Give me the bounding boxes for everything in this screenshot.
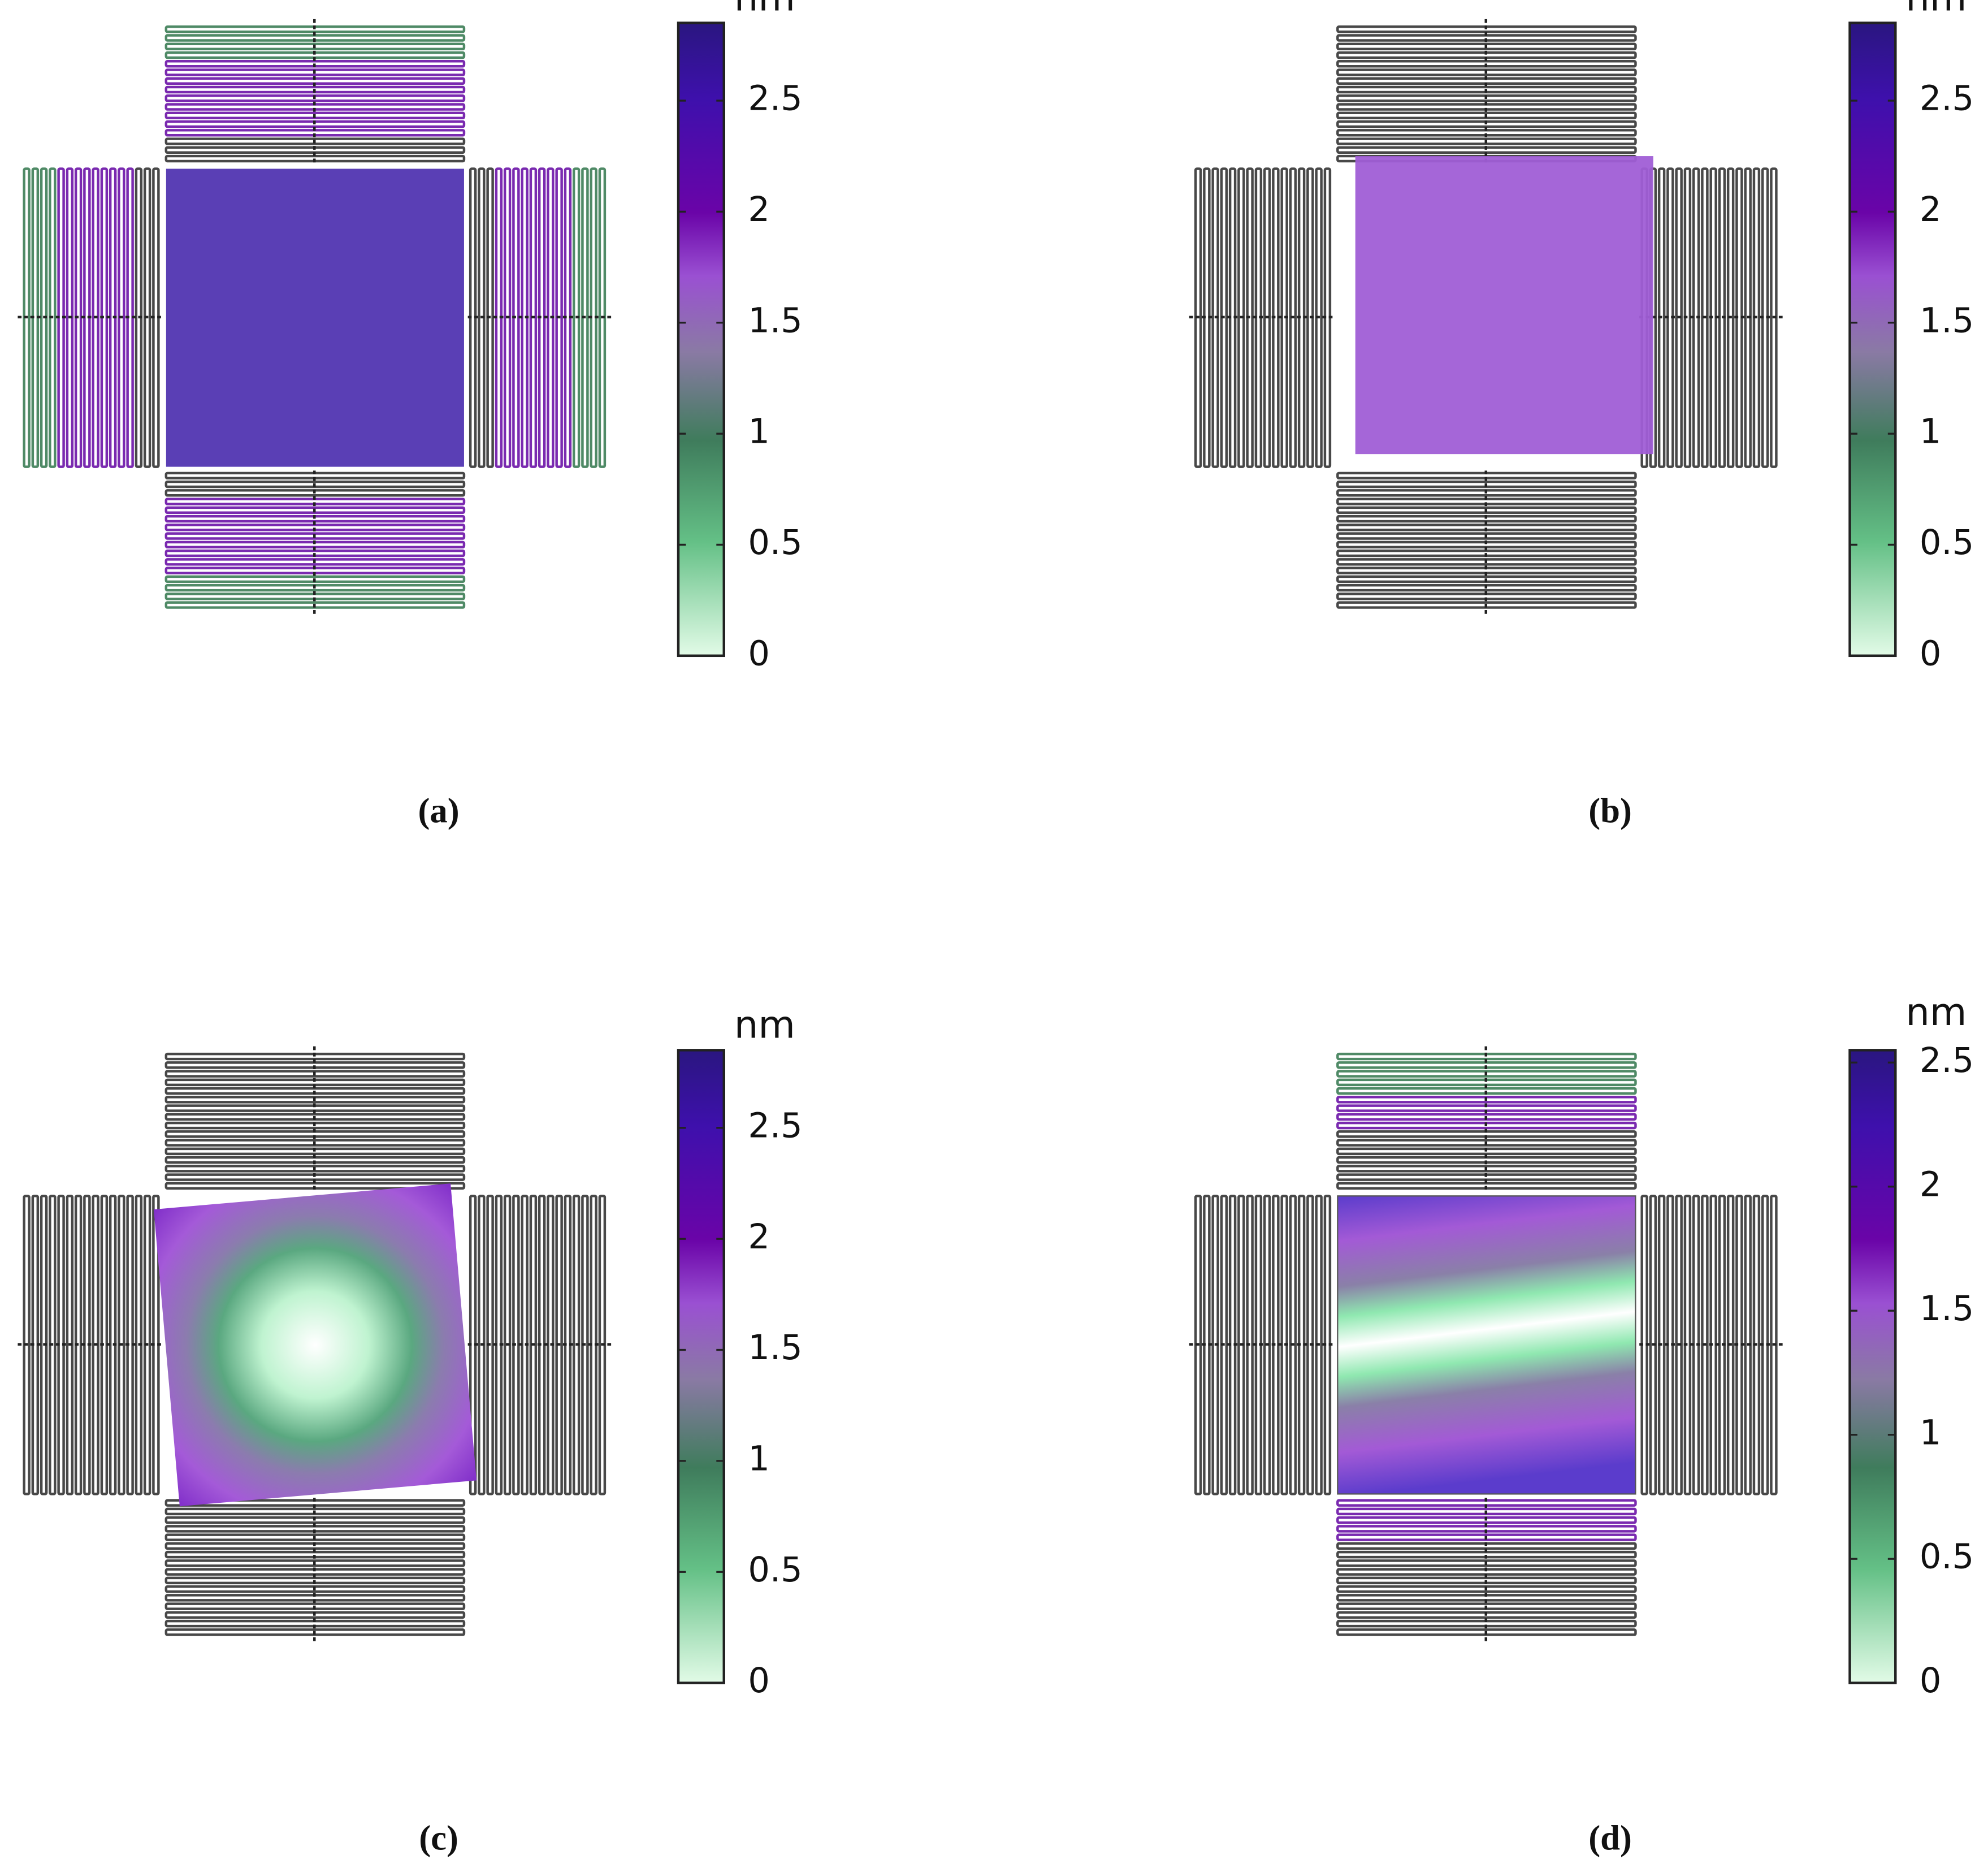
comb-finger (1675, 167, 1683, 468)
mems-structure (18, 19, 614, 616)
panel-caption: (a) (418, 791, 459, 831)
mems-structure (18, 1046, 614, 1642)
comb-finger (164, 506, 466, 515)
colorbar-tick-label: 2 (748, 1217, 770, 1257)
colorbar-tick-label: 2.5 (1920, 1041, 1974, 1080)
mems-structure (1189, 19, 1786, 616)
colorbar-tick-label: 0 (748, 634, 770, 673)
comb-finger (1701, 167, 1709, 468)
colorbar-tick-label: 0 (1920, 634, 1942, 673)
comb-finger (503, 1195, 512, 1495)
comb-finger (164, 1070, 466, 1078)
colorbar-unit: nm (734, 0, 795, 20)
colorbar-tick-label: 0 (1920, 1661, 1942, 1701)
colorbar-tick-label: 0 (748, 1661, 770, 1701)
panel: 0 0.5 1 1.5 2 2.5 nm (a) (18, 0, 803, 831)
comb-finger (529, 167, 538, 468)
colorbar-tick-label: 0.5 (748, 1550, 802, 1590)
panel: 0 0.5 1 1.5 2 2.5 nm (d) (1189, 990, 1974, 1857)
proof-mass (153, 1183, 477, 1507)
colorbar-tick-label: 1 (1920, 412, 1942, 452)
colorbar-tick-label: 1 (748, 1439, 770, 1478)
colorbar-tick-label: 2.5 (1920, 79, 1974, 119)
colorbar-tick-label: 2 (748, 190, 770, 230)
comb-finger (1336, 1165, 1637, 1173)
comb-finger (503, 167, 512, 468)
colorbar-tick-label: 0.5 (1920, 1537, 1974, 1577)
proof-mass (1337, 1195, 1636, 1495)
comb-finger (164, 1139, 466, 1147)
comb-finger (92, 167, 99, 468)
comb-finger (529, 1195, 538, 1495)
comb-finger (1263, 1195, 1271, 1495)
colorbar (1848, 1049, 1897, 1684)
comb-finger (1336, 1559, 1637, 1567)
comb-finger (164, 42, 466, 50)
colorbar-unit: nm (1905, 990, 1967, 1034)
panel-caption: (c) (419, 1818, 458, 1857)
colorbar-tick-label: 2.5 (748, 1106, 802, 1145)
comb-finger (118, 167, 125, 468)
panel-caption: (b) (1588, 791, 1632, 831)
proof-mass (166, 168, 464, 467)
comb-finger (1336, 1533, 1637, 1541)
colorbar-unit: nm (1905, 0, 1967, 20)
mems-structure (1189, 1046, 1786, 1642)
colorbar-tick-label: 1.5 (748, 301, 802, 340)
panel: 0 0.5 1 1.5 2 2.5 nm (c) (18, 1003, 803, 1857)
comb-finger (118, 1195, 125, 1495)
colorbar (677, 21, 725, 658)
comb-finger (1701, 1195, 1709, 1495)
panel-caption: (d) (1588, 1818, 1632, 1857)
comb-finger (164, 532, 466, 540)
comb-finger (1336, 111, 1637, 120)
comb-finger (1289, 167, 1297, 468)
comb-finger (164, 601, 466, 609)
comb-finger (92, 1195, 99, 1495)
colorbar-tick-label: 1 (1920, 1413, 1942, 1452)
comb-finger (164, 1533, 466, 1541)
colorbar-tick-label: 1.5 (748, 1328, 802, 1368)
comb-finger (164, 137, 466, 145)
comb-finger (1675, 1195, 1683, 1495)
colorbar-tick-label: 2 (1920, 1165, 1942, 1204)
comb-finger (1263, 167, 1271, 468)
comb-finger (1336, 1070, 1637, 1078)
comb-finger (164, 111, 466, 120)
comb-finger (164, 1559, 466, 1567)
colorbar-tick-label: 0.5 (748, 523, 802, 563)
colorbar-tick-label: 2 (1920, 190, 1942, 230)
colorbar-unit: nm (734, 1003, 795, 1047)
proof-mass (1355, 156, 1653, 455)
panel: 0 0.5 1 1.5 2 2.5 nm (b) (1189, 0, 1974, 831)
comb-finger (1336, 42, 1637, 50)
colorbar-tick-label: 2.5 (748, 79, 802, 119)
colorbar-tick-label: 0.5 (1920, 523, 1974, 563)
comb-finger (1336, 532, 1637, 540)
comb-finger (1336, 1139, 1637, 1147)
colorbar-tick-label: 1.5 (1920, 1289, 1974, 1329)
comb-finger (1336, 506, 1637, 515)
colorbar-tick-label: 1 (748, 412, 770, 452)
comb-finger (1336, 137, 1637, 145)
comb-finger (164, 1165, 466, 1173)
comb-finger (1289, 1195, 1297, 1495)
colorbar (677, 1049, 725, 1684)
colorbar (1848, 21, 1897, 658)
colorbar-tick-label: 1.5 (1920, 301, 1974, 340)
comb-finger (1336, 601, 1637, 609)
